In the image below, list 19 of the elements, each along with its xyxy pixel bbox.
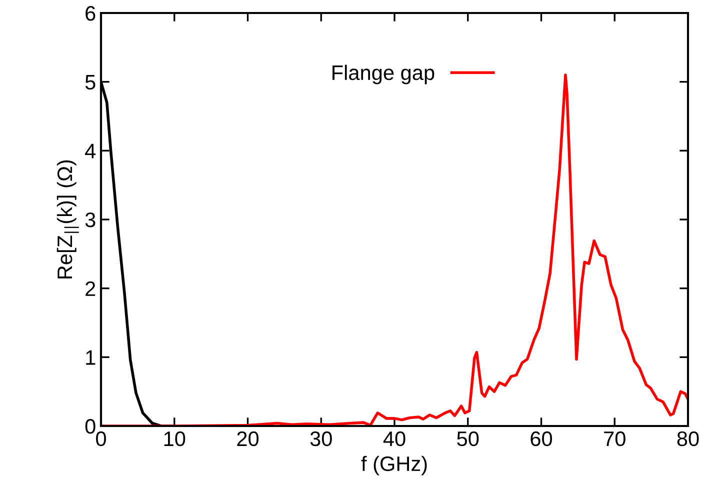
x-tick-label: 60 [530,431,552,446]
y-tick-label: 5 [85,75,96,90]
x-tick-label: 20 [237,431,259,446]
y-tick-label: 4 [85,144,96,158]
x-tick-label: 0 [96,431,106,446]
x-tick-label: 40 [383,431,406,446]
legend-label: Flange gap [332,64,434,84]
x-tick-label: 80 [677,431,699,446]
y-tick-label: 2 [86,281,96,296]
y-tick-label: 3 [85,212,96,228]
x-tick-label: 70 [604,431,626,446]
y-tick-label: 6 [86,6,96,21]
x-tick-label: 50 [457,431,479,446]
y-tick-label: 1 [86,350,96,365]
x-tick-label: 30 [310,431,332,446]
x-tick-label: 10 [164,431,186,446]
y-tick-label: 0 [85,419,96,434]
x-axis-title: f (GHz) [361,456,427,476]
y-axis-title: Re[Z$_{||}$(k)] (Ω) [56,160,79,278]
